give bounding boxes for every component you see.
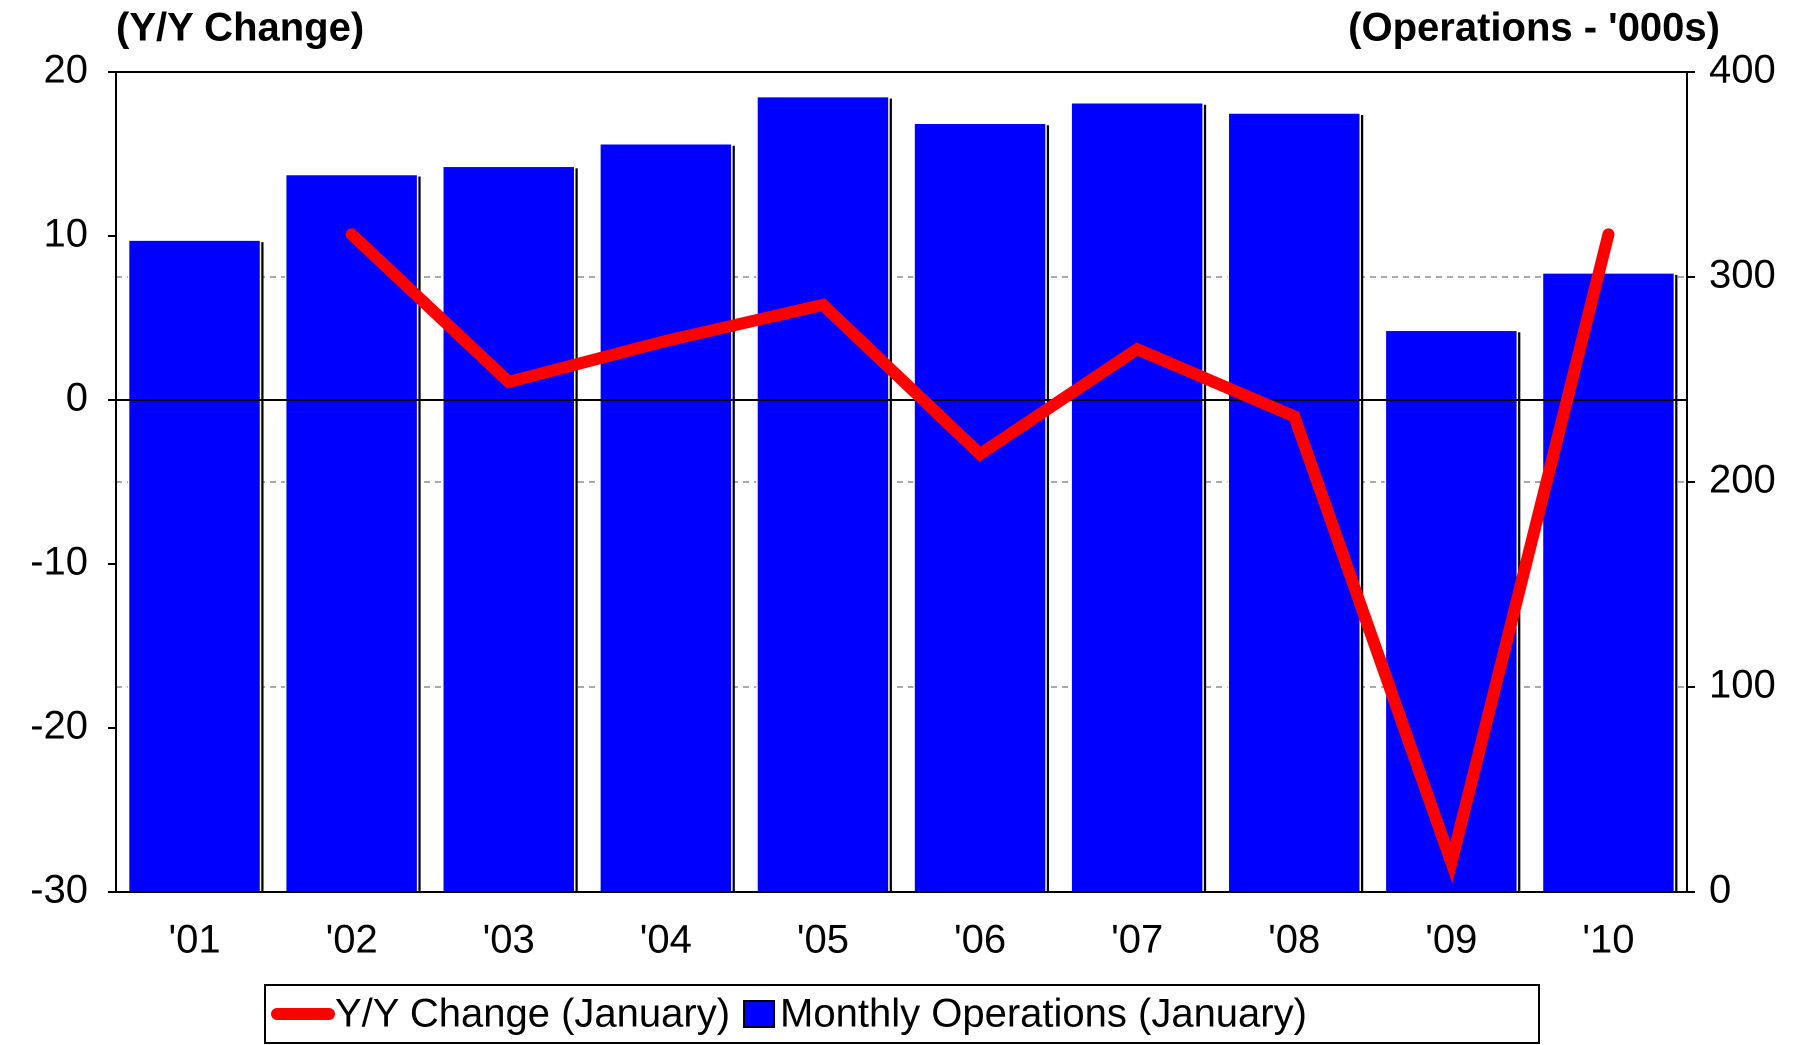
x-tick-label: '03 xyxy=(483,918,535,962)
y-tick-label: 20 xyxy=(44,48,89,92)
legend-label: Y/Y Change (January) xyxy=(335,992,730,1036)
y-tick-label: -20 xyxy=(30,704,88,748)
y2-tick-label: 100 xyxy=(1709,663,1776,707)
bar xyxy=(442,165,576,893)
legend-box xyxy=(264,984,1540,1044)
bar xyxy=(284,173,419,893)
line-series xyxy=(345,228,1615,884)
x-tick-label: '06 xyxy=(954,918,1006,962)
bar xyxy=(913,122,1047,893)
x-tick-label: '04 xyxy=(640,918,692,962)
y-axis-title: (Y/Y Change) xyxy=(116,6,364,50)
x-tick-label: '02 xyxy=(326,918,378,962)
bar xyxy=(1227,112,1361,893)
bar xyxy=(127,239,262,893)
bar xyxy=(599,143,733,893)
x-tick-label: '08 xyxy=(1268,918,1320,962)
y-tick-label: -30 xyxy=(30,868,88,912)
y-tick-label: -10 xyxy=(30,540,88,584)
x-tick-label: '10 xyxy=(1582,918,1634,962)
y2-tick-label: 300 xyxy=(1709,253,1776,297)
y-tick-label: 10 xyxy=(44,212,89,256)
y2-tick-label: 400 xyxy=(1709,48,1776,92)
x-tick-label: '09 xyxy=(1425,918,1477,962)
bar xyxy=(756,95,890,893)
legend-swatch xyxy=(743,1000,776,1028)
y-tick-label: 0 xyxy=(66,376,88,420)
bar xyxy=(1070,102,1204,893)
y2-axis-title: (Operations - '000s) xyxy=(1348,6,1720,50)
y2-tick-label: 200 xyxy=(1709,458,1776,502)
y2-tick-label: 0 xyxy=(1709,868,1731,912)
x-tick-label: '07 xyxy=(1111,918,1163,962)
bar xyxy=(1384,329,1519,893)
legend-label: Monthly Operations (January) xyxy=(780,992,1307,1036)
x-tick-label: '05 xyxy=(797,918,849,962)
x-tick-label: '01 xyxy=(168,918,220,962)
bar xyxy=(1541,272,1676,893)
